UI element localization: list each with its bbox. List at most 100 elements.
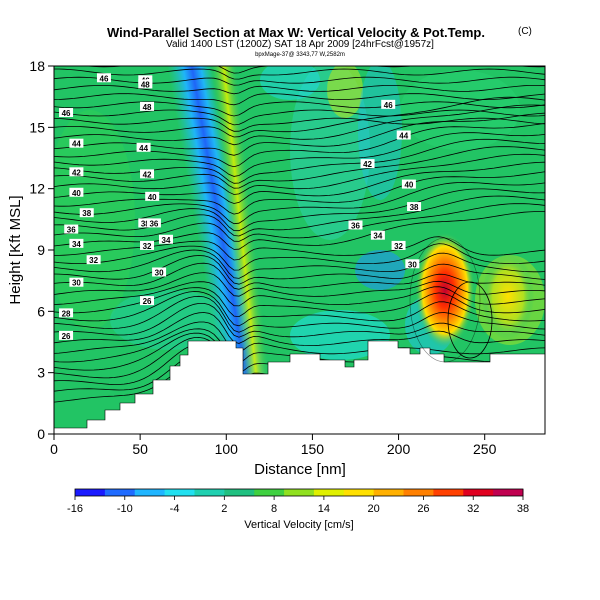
contour-label-box: [381, 99, 396, 109]
x-tick-label: 200: [387, 441, 411, 457]
contour-label: 26: [143, 297, 152, 306]
field-patch: [290, 310, 390, 360]
isentrope-line: [54, 295, 545, 333]
contour-label-box: [401, 179, 416, 189]
updraft-maximum: [415, 232, 475, 348]
contour-label: 34: [373, 232, 382, 241]
contour-label: 40: [148, 193, 157, 202]
field-patch: [355, 250, 405, 290]
colorbar-swatch: [254, 489, 285, 496]
contour-label: 26: [62, 332, 71, 341]
isentrope-line: [54, 255, 545, 285]
isentrope-line: [54, 281, 545, 307]
isentrope-line: [54, 153, 545, 195]
isentrope-line: [54, 85, 545, 95]
x-axis: 0 50 100 150 200 250: [50, 434, 497, 457]
colorbar-swatch: [433, 489, 464, 496]
isentrope-line: [54, 171, 545, 215]
contour-labels: 4646464442403836343230282648484442403836…: [59, 73, 422, 341]
isentrope-line: [54, 68, 545, 80]
contour-label: 28: [62, 309, 71, 318]
contour-label-box: [86, 255, 101, 265]
isentrope-line: [54, 181, 545, 225]
contour-label-box: [69, 238, 84, 248]
y-tick-label: 6: [37, 303, 45, 319]
contour-label-box: [59, 308, 74, 318]
contour-label-box: [69, 187, 84, 197]
contour-label: 30: [408, 260, 417, 269]
contour-label: 32: [143, 242, 152, 251]
colorbar-label: Vertical Velocity [cm/s]: [244, 519, 353, 531]
colorbar-frame: [74, 488, 524, 497]
colorbar-tick-label: -16: [67, 503, 83, 515]
x-tick-label: 50: [132, 441, 148, 457]
chart-title: Wind-Parallel Section at Max W: Vertical…: [107, 25, 485, 40]
colorbar-swatch: [284, 489, 315, 496]
contour-label: 36: [149, 219, 158, 228]
contour-label-box: [140, 296, 155, 306]
contour-label: 38: [82, 209, 91, 218]
colorbar-tick-label: 8: [271, 503, 277, 515]
contour-label: 30: [155, 268, 164, 277]
contour-label: 34: [162, 236, 171, 245]
y-tick-label: 9: [37, 242, 45, 258]
contour-label-box: [64, 224, 79, 234]
colorbar-swatch: [403, 489, 434, 496]
colorbar-swatch: [463, 489, 494, 496]
contour-label-box: [140, 169, 155, 179]
contour-label-box: [69, 138, 84, 148]
contour-label: 44: [72, 140, 81, 149]
y-tick-label: 0: [37, 426, 45, 442]
isentrope-line: [54, 243, 545, 271]
contour-label-box: [360, 159, 375, 169]
contour-label-box: [146, 218, 161, 228]
chart-subtitle: Valid 1400 LST (1200Z) SAT 18 Apr 2009 […: [166, 39, 434, 50]
copyright-mark: (C): [518, 26, 532, 37]
colorbar-tick-label: -10: [117, 503, 133, 515]
isentrope-line: [54, 104, 545, 146]
contour-label-box: [145, 191, 160, 201]
contour-label: 44: [399, 132, 408, 141]
contour-label: 42: [363, 160, 372, 169]
field-patch: [110, 290, 230, 350]
contour-label: 42: [72, 168, 81, 177]
contour-label: 38: [141, 219, 150, 228]
colorbar-swatch: [164, 489, 195, 496]
colorbar-swatch: [224, 489, 255, 496]
x-tick-label: 0: [50, 441, 58, 457]
isentrope-line: [54, 161, 545, 204]
y-tick-label: 3: [37, 365, 45, 381]
contour-label: 46: [100, 74, 109, 83]
contour-label: 40: [404, 181, 413, 190]
isentrope-line: [54, 195, 545, 237]
contour-label-box: [136, 142, 151, 152]
isentrope-line: [54, 93, 545, 106]
isentrope-line: [54, 249, 545, 279]
contour-label-box: [407, 202, 422, 212]
contour-label-box: [138, 79, 153, 89]
isentrope-line: [54, 138, 545, 184]
colorbar: -16 -10 -4 2 8 14 20 26 32 38: [67, 488, 529, 515]
terrain: [54, 340, 545, 434]
isentrope-line: [54, 321, 545, 355]
isentrope-line: [54, 146, 545, 189]
colorbar-swatch: [134, 489, 166, 496]
contour-label: 42: [143, 170, 152, 179]
contour-label-box: [138, 218, 153, 228]
contour-label-box: [59, 330, 74, 340]
contour-label: 32: [394, 242, 403, 251]
y-axis: 0 3 6 9 12 15 18: [29, 58, 54, 442]
colorbar-tick-label: 26: [417, 503, 429, 515]
isentrope-line: [54, 76, 545, 86]
contour-label-box: [59, 108, 74, 118]
contour-label-box: [348, 220, 363, 230]
colorbar-tick-label: 2: [221, 503, 227, 515]
contour-label-box: [79, 208, 94, 218]
isentrope-line: [54, 272, 545, 297]
colorbar-swatch: [194, 489, 225, 496]
updraft-contour: [447, 281, 493, 359]
isentrope-line: [54, 262, 545, 290]
colorbar-swatch: [104, 489, 136, 496]
contour-label: 46: [62, 109, 71, 118]
